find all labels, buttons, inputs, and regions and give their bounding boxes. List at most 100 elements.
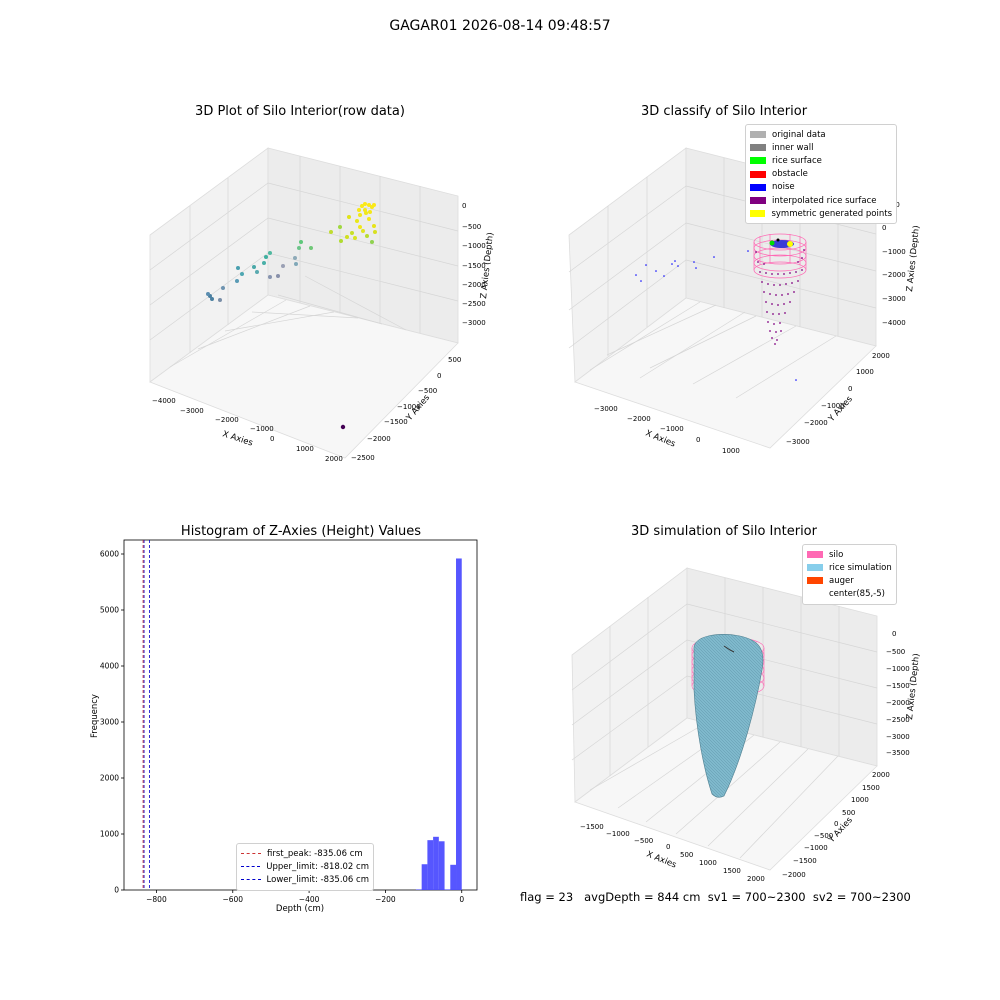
p4-zlabel: Z Axies (Depth) bbox=[905, 653, 922, 720]
panel2-rice-surface bbox=[769, 238, 794, 248]
panel1-axes3d bbox=[149, 147, 459, 459]
panel2-axes3d bbox=[568, 147, 877, 449]
legend-line bbox=[241, 879, 261, 881]
p2-xtick: 1000 bbox=[722, 447, 740, 455]
p4-xtick: 0 bbox=[666, 843, 670, 851]
p4-ztick: −3500 bbox=[886, 749, 910, 757]
histogram-ytick-label: 4000 bbox=[100, 662, 119, 671]
p1-xtick: 0 bbox=[270, 435, 274, 443]
legend-label: rice simulation bbox=[829, 562, 892, 573]
legend-line bbox=[241, 853, 261, 855]
panel4-auger bbox=[723, 645, 735, 653]
histogram-bar bbox=[456, 558, 462, 890]
histogram-xtick-label: −200 bbox=[375, 895, 396, 904]
p2-ztick: −3000 bbox=[882, 295, 906, 303]
p4-ylabel: Y Axies bbox=[826, 815, 855, 846]
legend-label: rice surface bbox=[772, 155, 822, 166]
legend-item-original-data: original data bbox=[750, 128, 892, 141]
legend-item-first-peak: first_peak: -835.06 cm bbox=[241, 847, 369, 860]
panel2-silo-wireframe bbox=[753, 233, 807, 279]
legend-swatch bbox=[750, 157, 766, 165]
p2-ytick: −2000 bbox=[804, 419, 828, 427]
legend-swatch bbox=[807, 564, 823, 572]
legend-item-obstacle: obstacle bbox=[750, 168, 892, 181]
histogram-frame bbox=[123, 539, 478, 891]
legend-swatch bbox=[750, 183, 766, 191]
histogram-bar bbox=[438, 841, 445, 890]
panel2-title: 3D classify of Silo Interior bbox=[640, 104, 808, 119]
p4-xtick: −1000 bbox=[606, 830, 630, 838]
p1-xtick: 2000 bbox=[325, 455, 343, 463]
legend-label: symmetric generated points bbox=[771, 208, 892, 219]
p2-xtick: −3000 bbox=[594, 405, 618, 413]
panel1-points bbox=[206, 202, 377, 430]
p2-ztick: −2000 bbox=[882, 271, 906, 279]
panel2-legend: original data inner wall rice surface ob… bbox=[745, 124, 897, 225]
legend-swatch bbox=[750, 197, 766, 205]
p2-xtick: −2000 bbox=[627, 415, 651, 423]
p1-ytick: −1000 bbox=[397, 403, 421, 411]
panel4-floor-pane bbox=[574, 717, 878, 871]
p1-ytick: −500 bbox=[418, 387, 437, 395]
status-summary-text: flag = 23 avgDepth = 844 cm sv1 = 700~23… bbox=[520, 890, 911, 904]
p1-ztick: −500 bbox=[462, 223, 481, 231]
histogram-bar bbox=[415, 889, 422, 890]
legend-item-rice-simulation: rice simulation bbox=[807, 561, 892, 574]
histogram-title: Histogram of Z-Axies (Height) Values bbox=[180, 524, 422, 539]
p4-ytick: 1000 bbox=[851, 796, 869, 804]
panel4-rice-simulation bbox=[693, 634, 764, 798]
p4-ztick: −500 bbox=[886, 648, 905, 656]
legend-label: inner wall bbox=[772, 142, 814, 153]
histogram-ytick-label: 2000 bbox=[100, 774, 119, 783]
p4-xtick: 2000 bbox=[747, 875, 765, 883]
p1-ztick: −1500 bbox=[462, 262, 486, 270]
p4-ztick: −2500 bbox=[886, 716, 910, 724]
histogram-xtick-label: −800 bbox=[146, 895, 167, 904]
histogram-xticks: −800 −600 −400 −200 0 bbox=[146, 890, 464, 904]
legend-line bbox=[241, 866, 261, 868]
legend-item-silo: silo bbox=[807, 548, 892, 561]
panel4-legend: silo rice simulation auger center(85,-5) bbox=[802, 544, 897, 605]
legend-item-symmetric-generated-points: symmetric generated points bbox=[750, 207, 892, 220]
p4-ztick: −2000 bbox=[886, 699, 910, 707]
p1-xtick: −4000 bbox=[152, 397, 176, 405]
histogram-xtick-label: 0 bbox=[459, 895, 464, 904]
panel4-title: 3D simulation of Silo Interior bbox=[631, 524, 817, 539]
p1-ztick: 0 bbox=[462, 202, 466, 210]
p4-xtick: 1500 bbox=[723, 867, 741, 875]
histogram-xlabel: Depth (cm) bbox=[276, 904, 324, 914]
p4-ytick: −500 bbox=[814, 832, 833, 840]
p1-ytick: −2500 bbox=[351, 454, 375, 462]
p4-xtick: −500 bbox=[634, 837, 653, 845]
histogram-ytick-label: 1000 bbox=[100, 830, 119, 839]
legend-label: Upper_limit: -818.02 cm bbox=[266, 861, 369, 872]
histogram-ytick-label: 3000 bbox=[100, 718, 119, 727]
p4-ytick: 2000 bbox=[872, 771, 890, 779]
legend-label: original data bbox=[772, 129, 826, 140]
histogram-bar bbox=[444, 889, 451, 890]
panel2-interpolated-points bbox=[755, 249, 805, 345]
p1-ytick: 500 bbox=[448, 356, 461, 364]
legend-item-center: center(85,-5) bbox=[807, 588, 892, 601]
p4-ytick: −1500 bbox=[793, 857, 817, 865]
p2-ytick: 0 bbox=[848, 385, 852, 393]
histogram-xtick-label: −600 bbox=[222, 895, 243, 904]
p2-ztick: 0 bbox=[882, 224, 886, 232]
p2-zlabel: Z Axies (Depth) bbox=[905, 225, 922, 292]
p1-ztick: −2500 bbox=[462, 300, 486, 308]
histogram-axes: −800 −600 −400 −200 0 0 1000 2000 3000 4000 5000 6… bbox=[100, 539, 478, 904]
figure-title: GAGAR01 2026-08-14 09:48:57 bbox=[389, 18, 611, 34]
legend-item-inner-wall: inner wall bbox=[750, 141, 892, 154]
legend-item-upper-limit: Upper_limit: -818.02 cm bbox=[241, 860, 369, 873]
p1-ztick: −2000 bbox=[462, 281, 486, 289]
p4-ytick: −1000 bbox=[804, 844, 828, 852]
p2-ytick: −3000 bbox=[786, 438, 810, 446]
p1-ytick: −2000 bbox=[367, 435, 391, 443]
legend-label: auger bbox=[829, 575, 854, 586]
legend-swatch bbox=[807, 590, 823, 598]
p4-xtick: 500 bbox=[680, 851, 693, 859]
histogram-ylabel: Frequency bbox=[90, 694, 100, 738]
p4-xtick: −1500 bbox=[580, 823, 604, 831]
histogram-bar bbox=[433, 836, 439, 890]
